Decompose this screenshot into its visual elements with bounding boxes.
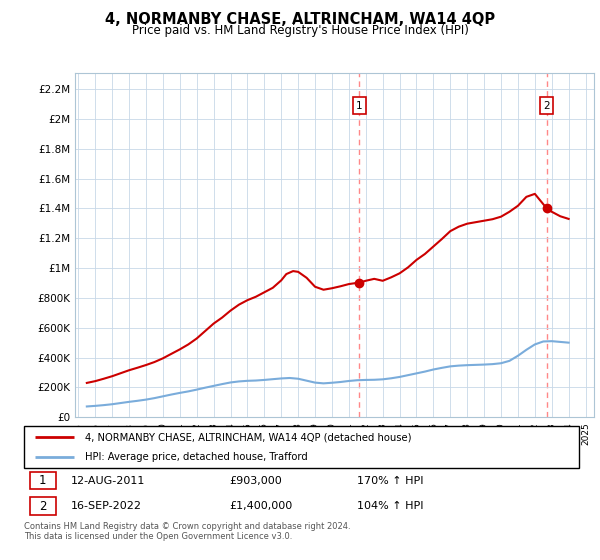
Text: 170% ↑ HPI: 170% ↑ HPI xyxy=(357,475,424,486)
Text: 2: 2 xyxy=(39,500,47,512)
Text: 104% ↑ HPI: 104% ↑ HPI xyxy=(357,501,424,511)
Text: £903,000: £903,000 xyxy=(229,475,282,486)
Text: Price paid vs. HM Land Registry's House Price Index (HPI): Price paid vs. HM Land Registry's House … xyxy=(131,24,469,36)
Text: 12-AUG-2011: 12-AUG-2011 xyxy=(71,475,146,486)
Text: HPI: Average price, detached house, Trafford: HPI: Average price, detached house, Traf… xyxy=(85,452,308,462)
Text: 4, NORMANBY CHASE, ALTRINCHAM, WA14 4QP: 4, NORMANBY CHASE, ALTRINCHAM, WA14 4QP xyxy=(105,12,495,27)
Text: 2: 2 xyxy=(544,100,550,110)
Text: 1: 1 xyxy=(356,100,362,110)
Bar xyxy=(29,497,56,515)
Text: 16-SEP-2022: 16-SEP-2022 xyxy=(71,501,142,511)
Text: 1: 1 xyxy=(39,474,47,487)
Text: 4, NORMANBY CHASE, ALTRINCHAM, WA14 4QP (detached house): 4, NORMANBY CHASE, ALTRINCHAM, WA14 4QP … xyxy=(85,432,412,442)
Bar xyxy=(29,472,56,489)
Text: Contains HM Land Registry data © Crown copyright and database right 2024.
This d: Contains HM Land Registry data © Crown c… xyxy=(24,522,350,542)
Text: £1,400,000: £1,400,000 xyxy=(229,501,293,511)
